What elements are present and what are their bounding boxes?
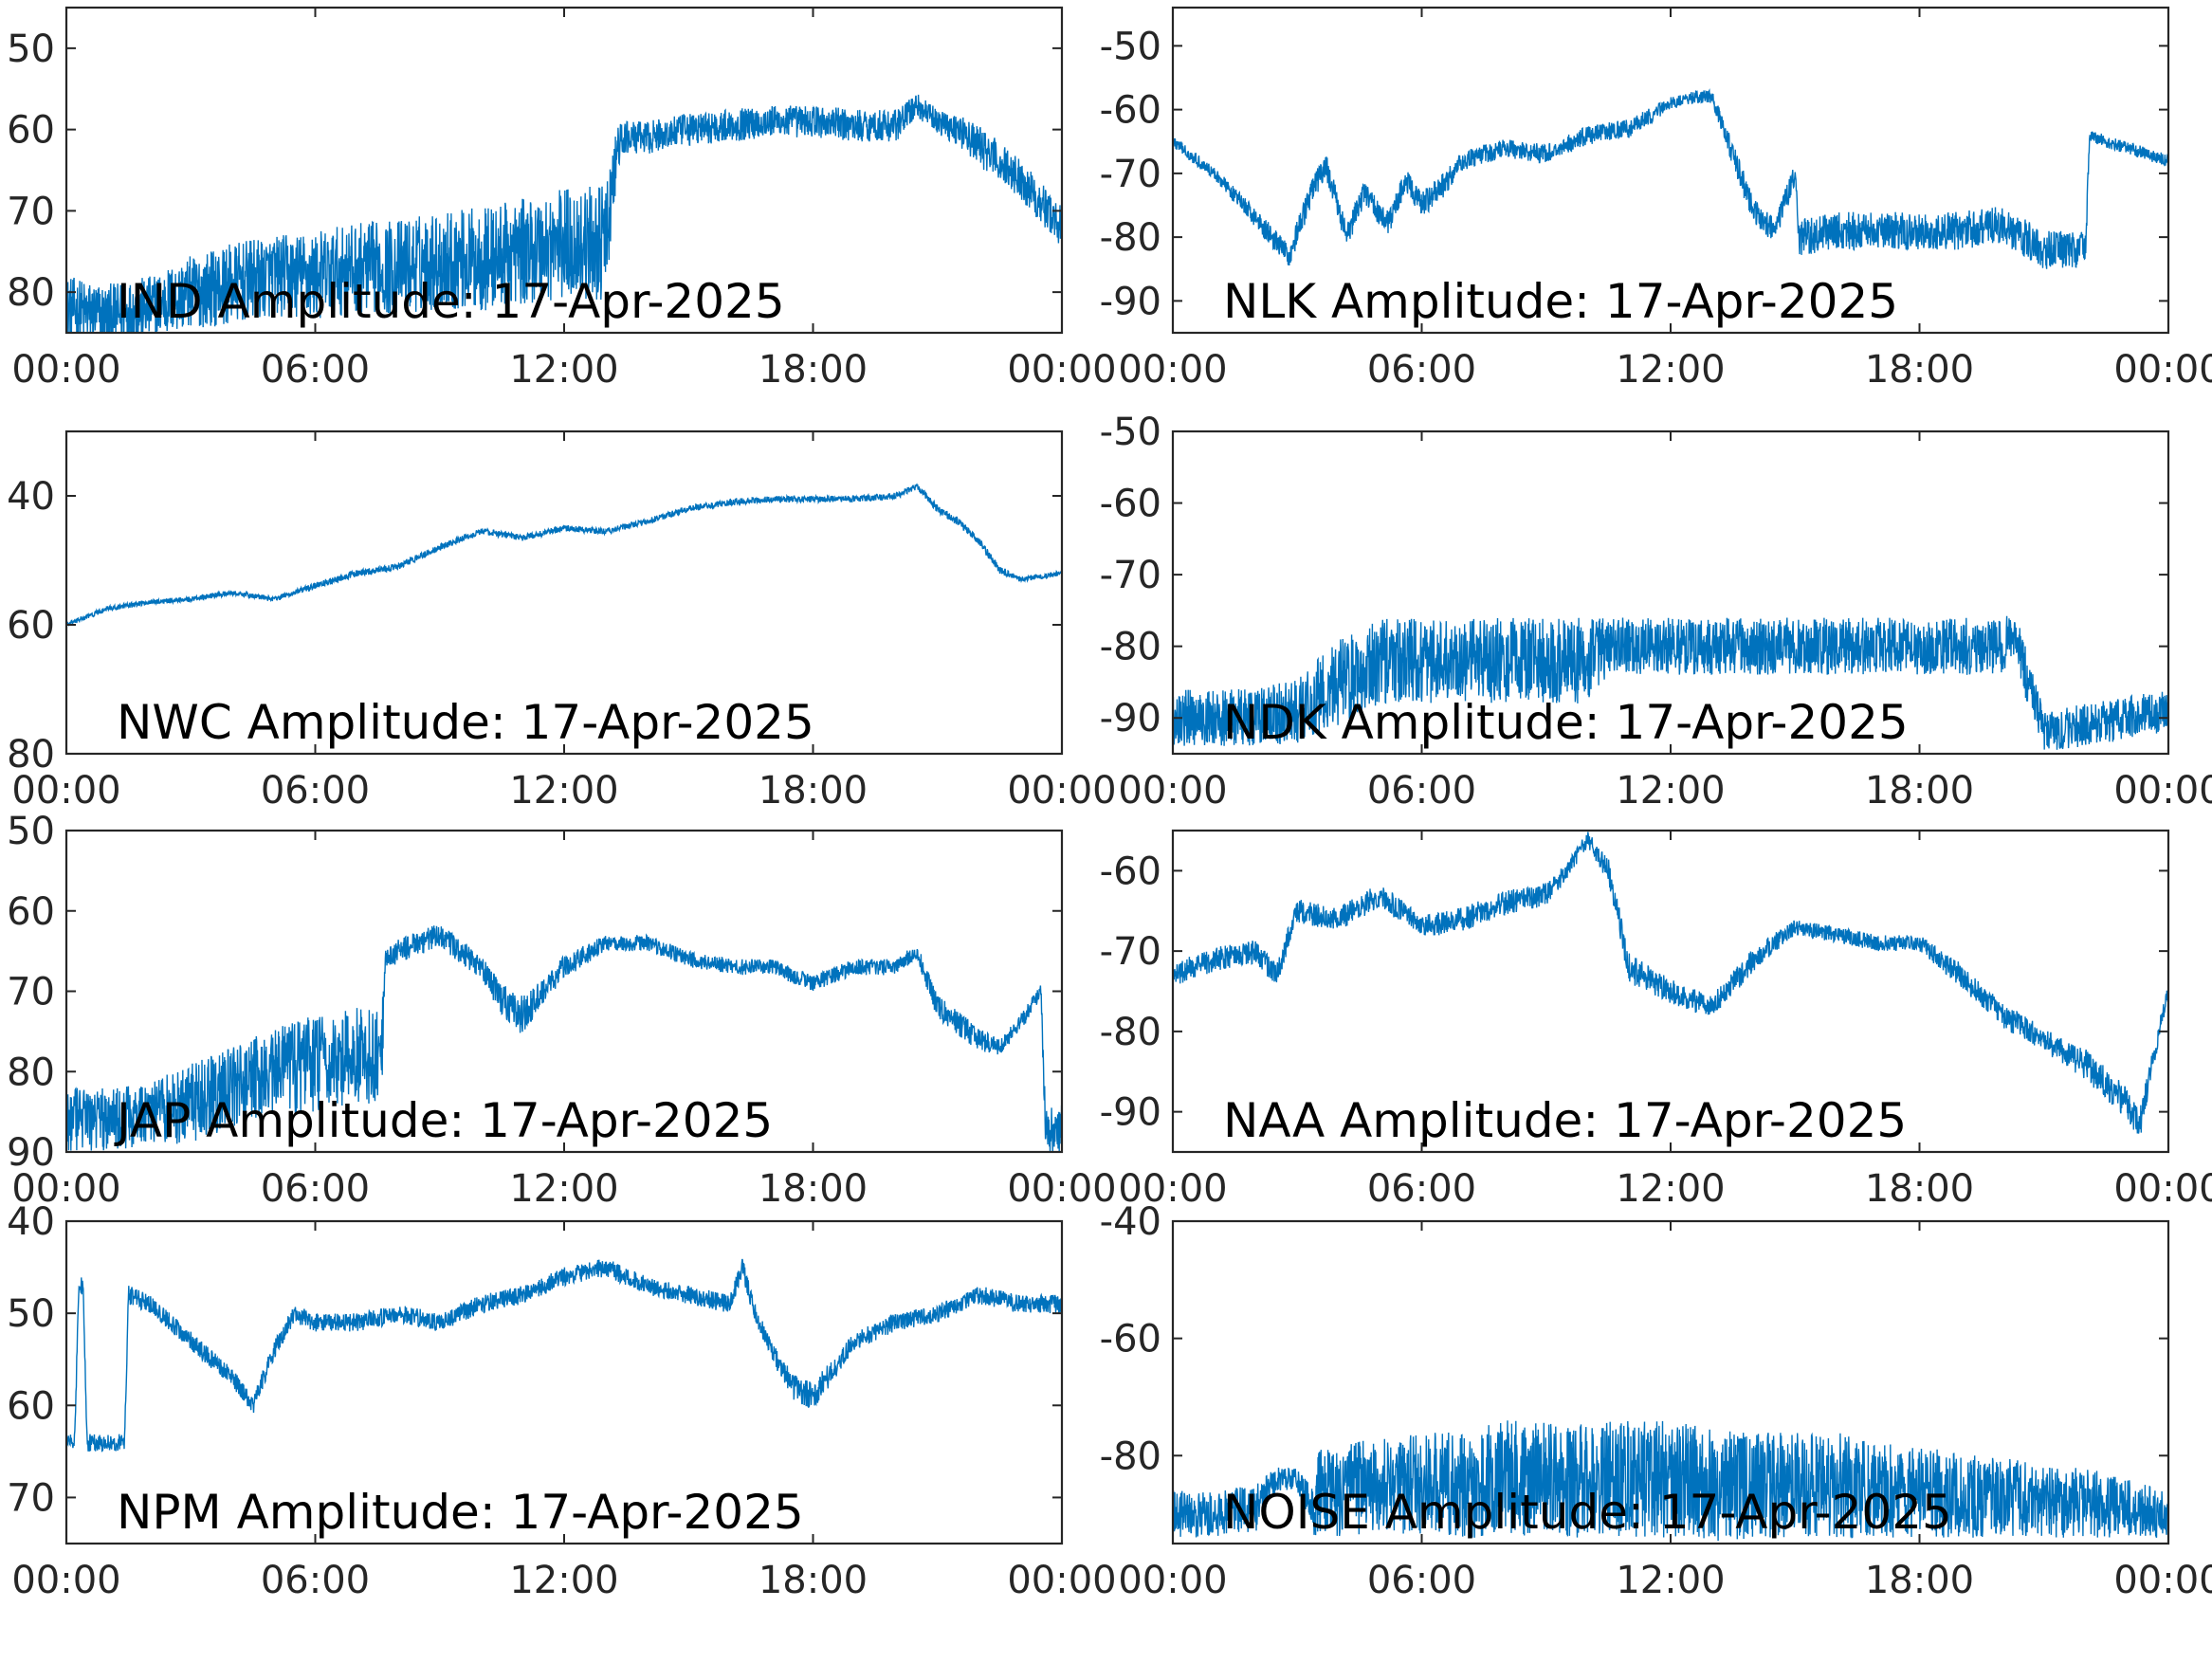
x-tick-label: 06:00: [1367, 348, 1476, 392]
x-tick-label: 12:00: [1616, 1167, 1725, 1211]
y-tick-label: -40: [1100, 1200, 1161, 1244]
y-tick-label: 80: [7, 1051, 55, 1094]
series-line: [1173, 1420, 2168, 1542]
y-tick-label: -50: [1100, 411, 1161, 454]
x-tick-label: 06:00: [261, 1559, 370, 1602]
x-tick-label: 00:00: [2113, 1167, 2212, 1211]
x-tick-label: 06:00: [1367, 1167, 1476, 1211]
y-tick-label: -60: [1100, 89, 1161, 133]
x-tick-label: 12:00: [1616, 348, 1725, 392]
panel-3: -50 -60 -70 -80 -90 00:00 06:00 12:00 18:00 00:00…: [1100, 411, 2212, 813]
y-tick-label: 50: [7, 1292, 55, 1336]
x-tick-label: 00:00: [1118, 1167, 1227, 1211]
x-tick-label: 12:00: [1616, 769, 1725, 813]
y-tick-label: 50: [7, 810, 55, 853]
panel-1: -50 -60 -70 -80 -90 00:00 06:00 12:00 18:00 00:00…: [1100, 6, 2212, 392]
x-tick-label: 00:00: [2113, 348, 2212, 392]
series-line: [66, 483, 1062, 628]
y-tick-label: -80: [1100, 1011, 1161, 1054]
y-tick-label: -80: [1100, 626, 1161, 669]
y-tick-label: 60: [7, 109, 55, 153]
y-tick-label: -60: [1100, 483, 1161, 526]
series-line: [66, 1258, 1062, 1453]
panel-title: NOISE Amplitude: 17-Apr-2025: [1223, 1485, 1952, 1540]
x-tick-label: 00:00: [1118, 769, 1227, 813]
y-tick-label: 60: [7, 604, 55, 648]
x-tick-label: 12:00: [509, 348, 618, 392]
x-tick-label: 12:00: [509, 1167, 618, 1211]
y-tick-label: 80: [7, 733, 55, 777]
x-tick-label: 18:00: [1865, 348, 1974, 392]
x-tick-label: 12:00: [1616, 1559, 1725, 1602]
series-line: [1173, 832, 2168, 1134]
panel-title: JAP Amplitude: 17-Apr-2025: [114, 1093, 773, 1148]
x-tick-label: 18:00: [1865, 1167, 1974, 1211]
x-tick-label: 18:00: [1865, 769, 1974, 813]
x-tick-label: 00:00: [11, 1559, 120, 1602]
panel-7: -40 -60 -80 00:00 06:00 12:00 18:00 00:00 NOISE …: [1100, 1200, 2212, 1602]
panel-title: NWC Amplitude: 17-Apr-2025: [117, 695, 814, 750]
x-tick-label: 00:00: [2113, 769, 2212, 813]
y-tick-label: 60: [7, 890, 55, 934]
y-tick-label: 40: [7, 1200, 55, 1244]
x-tick-label: 12:00: [509, 769, 618, 813]
series-line: [66, 925, 1062, 1152]
y-tick-label: -90: [1100, 697, 1161, 740]
panel-title: NLK Amplitude: 17-Apr-2025: [1223, 274, 1898, 329]
y-tick-label: -70: [1100, 554, 1161, 597]
panel-5: -60 -70 -80 -90 00:00 06:00 12:00 18:00 00:00 NAA…: [1100, 829, 2212, 1211]
x-tick-label: 18:00: [759, 1167, 868, 1211]
panel-title: NPM Amplitude: 17-Apr-2025: [117, 1485, 804, 1540]
y-tick-label: -80: [1100, 216, 1161, 260]
y-tick-label: 80: [7, 271, 55, 315]
y-tick-label: 70: [7, 971, 55, 1014]
x-tick-label: 00:00: [1118, 348, 1227, 392]
x-tick-label: 00:00: [1007, 769, 1116, 813]
x-tick-label: 06:00: [1367, 769, 1476, 813]
y-tick-label: 50: [7, 27, 55, 71]
x-tick-label: 06:00: [261, 348, 370, 392]
x-tick-label: 18:00: [759, 348, 868, 392]
y-tick-label: -80: [1100, 1435, 1161, 1478]
x-tick-label: 06:00: [1367, 1559, 1476, 1602]
panel-0: 50 60 70 80 00:00 06:00 12:00 18:00 00:00 IND Amp…: [7, 6, 1117, 392]
x-tick-label: 00:00: [1007, 348, 1116, 392]
y-tick-label: 60: [7, 1384, 55, 1428]
x-tick-label: 00:00: [1007, 1559, 1116, 1602]
x-tick-label: 00:00: [11, 1167, 120, 1211]
y-tick-label: -50: [1100, 25, 1161, 68]
x-tick-label: 00:00: [1118, 1559, 1227, 1602]
y-tick-label: -90: [1100, 280, 1161, 323]
x-tick-label: 06:00: [261, 769, 370, 813]
y-tick-label: -60: [1100, 850, 1161, 893]
panel-title: IND Amplitude: 17-Apr-2025: [117, 274, 785, 329]
x-tick-label: 18:00: [759, 1559, 868, 1602]
y-tick-label: 40: [7, 475, 55, 519]
panel-6: 40 50 60 70 00:00 06:00 12:00 18:00 00:00 NPM Amp…: [7, 1200, 1117, 1602]
series-line: [1173, 615, 2168, 750]
x-tick-label: 06:00: [261, 1167, 370, 1211]
x-tick-label: 00:00: [2113, 1559, 2212, 1602]
y-tick-label: -60: [1100, 1318, 1161, 1361]
y-tick-label: -70: [1100, 153, 1161, 196]
x-tick-label: 12:00: [509, 1559, 618, 1602]
x-tick-label: 18:00: [759, 769, 868, 813]
series-line: [66, 94, 1062, 333]
panel-title: NAA Amplitude: 17-Apr-2025: [1223, 1093, 1907, 1148]
x-tick-label: 18:00: [1865, 1559, 1974, 1602]
x-tick-label: 00:00: [11, 769, 120, 813]
panel-title: NDK Amplitude: 17-Apr-2025: [1223, 695, 1909, 750]
series-line: [1173, 88, 2168, 269]
y-tick-label: -90: [1100, 1091, 1161, 1135]
x-tick-label: 00:00: [1007, 1167, 1116, 1211]
x-tick-label: 00:00: [11, 348, 120, 392]
y-tick-label: -70: [1100, 930, 1161, 974]
y-tick-label: 90: [7, 1131, 55, 1175]
y-tick-label: 70: [7, 190, 55, 233]
y-tick-label: 70: [7, 1476, 55, 1520]
